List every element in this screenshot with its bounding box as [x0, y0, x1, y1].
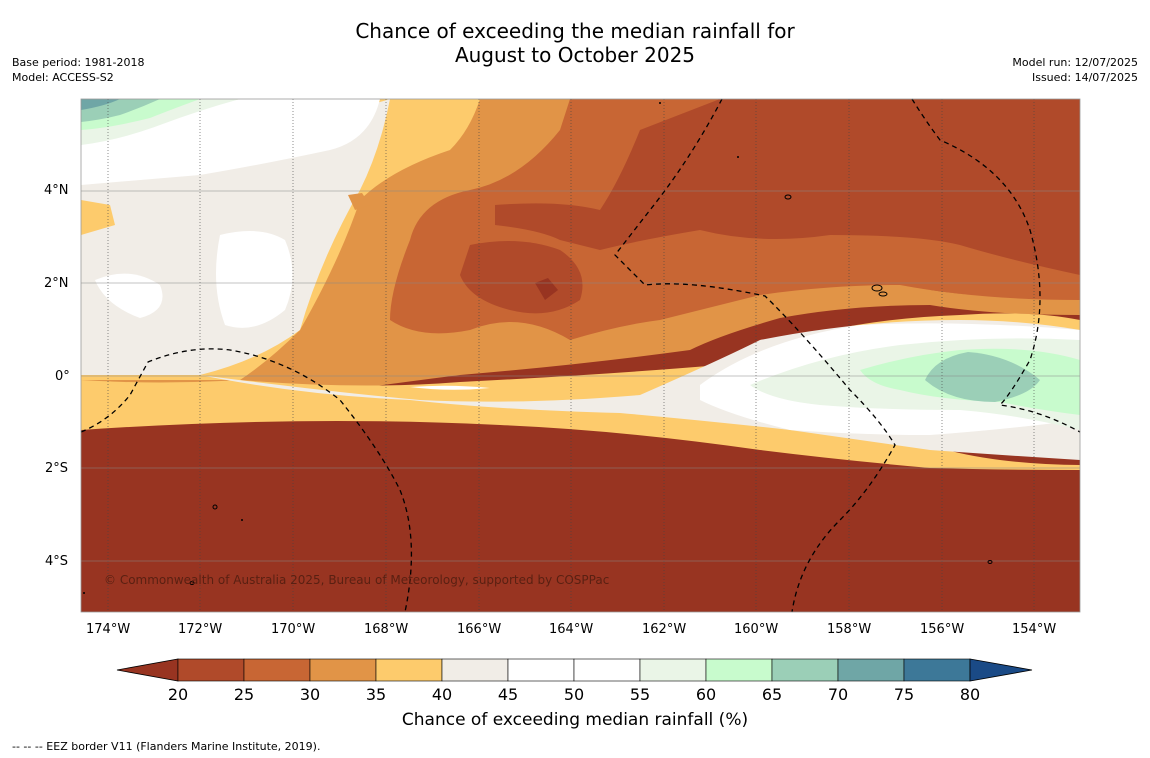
colorbar-extend-low: [116, 658, 179, 682]
lon-label-156w: 156°W: [920, 622, 965, 637]
colorbar-tick-label: 40: [431, 685, 453, 704]
colorbar-tick-label: 45: [497, 685, 519, 704]
colorbar-label: Chance of exceeding median rainfall (%): [401, 710, 749, 730]
lon-label-154w: 154°W: [1012, 622, 1057, 637]
lon-label-172w: 172°W: [178, 622, 223, 637]
colorbar-tick-label: 20: [167, 685, 189, 704]
lat-label-4n: 4°N: [44, 183, 69, 198]
colorbar-bin: [441, 658, 509, 682]
colorbar-tick-label: 35: [365, 685, 387, 704]
lon-label-160w: 160°W: [734, 622, 779, 637]
colorbar-tick-label: 50: [563, 685, 585, 704]
model-run-text: Model run: 12/07/2025: [1012, 56, 1138, 69]
colorbar-bin: [639, 658, 707, 682]
lon-label-166w: 166°W: [457, 622, 502, 637]
island-dots: [83, 102, 739, 594]
eez-border-lines: [80, 98, 1081, 613]
contour-layer: [81, 99, 1080, 612]
lat-label-0: 0°: [55, 369, 70, 384]
colorbar-extend-high: [969, 658, 1033, 682]
lon-label-158w: 158°W: [827, 622, 872, 637]
map-title-line2: August to October 2025: [454, 43, 696, 67]
lat-label-2n: 2°N: [44, 276, 69, 291]
island-outlines: [189, 194, 993, 585]
lon-label-174w: 174°W: [86, 622, 131, 637]
colorbar: [116, 658, 1033, 682]
colorbar-bin: [177, 658, 245, 682]
colorbar-bin: [507, 658, 575, 682]
colorbar-bin: [771, 658, 839, 682]
colorbar-tick-label: 60: [695, 685, 717, 704]
colorbar-tick-label: 70: [827, 685, 849, 704]
colorbar-bin: [375, 658, 443, 682]
lat-label-4s: 4°S: [45, 554, 69, 569]
colorbar-bin: [309, 658, 377, 682]
lat-label-2s: 2°S: [45, 461, 69, 476]
issued-text: Issued: 14/07/2025: [1031, 71, 1138, 84]
colorbar-bin: [573, 658, 641, 682]
lon-label-164w: 164°W: [549, 622, 594, 637]
colorbar-bin: [903, 658, 971, 682]
lon-label-168w: 168°W: [364, 622, 409, 637]
colorbar-bin: [243, 658, 311, 682]
copyright-text: © Commonwealth of Australia 2025, Bureau…: [104, 573, 610, 587]
colorbar-tick-label: 80: [959, 685, 981, 704]
colorbar-tick-label: 30: [299, 685, 321, 704]
colorbar-tick-label: 65: [761, 685, 783, 704]
lon-label-170w: 170°W: [271, 622, 316, 637]
colorbar-bin: [705, 658, 773, 682]
colorbar-bin: [837, 658, 905, 682]
colorbar-tick-label: 25: [233, 685, 255, 704]
eez-footnote: -- -- -- EEZ border V11 (Flanders Marine…: [12, 740, 321, 753]
colorbar-tick-label: 55: [629, 685, 651, 704]
colorbar-tick-label: 75: [893, 685, 915, 704]
latitude-gridlines: [81, 190, 1080, 562]
map-title-line1: Chance of exceeding the median rainfall …: [355, 19, 795, 43]
lon-label-162w: 162°W: [642, 622, 687, 637]
base-period-text: Base period: 1981-2018: [12, 56, 145, 69]
model-text: Model: ACCESS-S2: [12, 71, 114, 84]
